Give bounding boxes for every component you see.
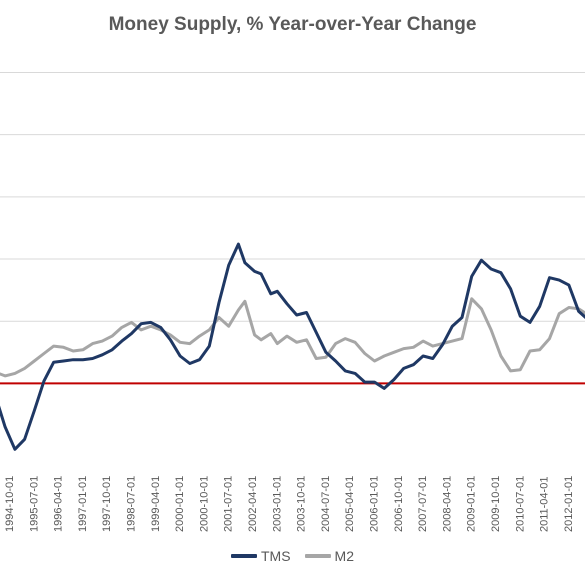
series-lines	[0, 242, 585, 451]
x-tick-label: 2008-04-01	[441, 476, 453, 532]
x-tick-label: 2005-04-01	[344, 476, 356, 532]
x-tick-label: 2011-04-01	[539, 477, 551, 532]
legend-swatch-tms	[230, 554, 257, 558]
legend: TMS M2	[0, 548, 585, 564]
chart-title: Money Supply, % Year-over-Year Change	[108, 14, 477, 35]
x-tick-label: 2003-10-01	[296, 476, 308, 532]
x-tick-label: 2009-10-01	[490, 476, 502, 532]
x-tick-label: 1997-10-01	[101, 476, 113, 532]
x-tick-label: 2004-07-01	[320, 476, 332, 532]
x-tick-label: 1998-07-01	[126, 476, 138, 532]
series-line-m2	[0, 297, 585, 378]
legend-label-m2: M2	[334, 548, 354, 564]
x-tick-label: 1996-04-01	[53, 476, 65, 532]
legend-swatch-m2	[304, 554, 331, 558]
x-tick-label: 1995-07-01	[28, 476, 40, 532]
x-tick-label: 2007-07-01	[417, 476, 429, 532]
x-tick-label: 1999-04-01	[150, 476, 162, 532]
x-tick-label: 2006-01-01	[369, 476, 381, 532]
x-tick-label: 2001-07-01	[223, 476, 235, 532]
legend-label-tms: TMS	[260, 548, 291, 564]
series-line-tms	[0, 242, 585, 451]
x-tick-label: 1994-10-01	[4, 476, 16, 532]
legend-item-m2: M2	[304, 548, 354, 564]
x-axis-tick-labels: 1994-10-01 1995-07-01 1996-04-01 1997-01-01…	[4, 476, 575, 532]
gridlines	[0, 71, 585, 322]
x-tick-label: 2012-01-01	[563, 476, 575, 532]
x-tick-label: 2010-07-01	[514, 476, 526, 532]
legend-item-tms: TMS	[230, 548, 291, 564]
x-tick-label: 2002-04-01	[247, 476, 259, 532]
x-tick-label: 1997-01-01	[77, 476, 89, 532]
x-tick-label: 2006-10-01	[393, 476, 405, 532]
x-tick-label: 2003-01-01	[271, 476, 283, 532]
x-tick-label: 2000-01-01	[174, 476, 186, 532]
x-tick-label: 2000-10-01	[198, 476, 210, 532]
x-tick-label: 2009-01-01	[466, 476, 478, 532]
